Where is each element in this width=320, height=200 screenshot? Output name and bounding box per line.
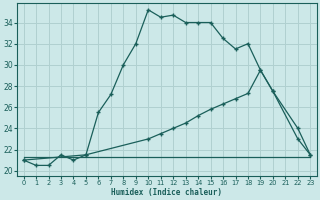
X-axis label: Humidex (Indice chaleur): Humidex (Indice chaleur): [111, 188, 222, 197]
